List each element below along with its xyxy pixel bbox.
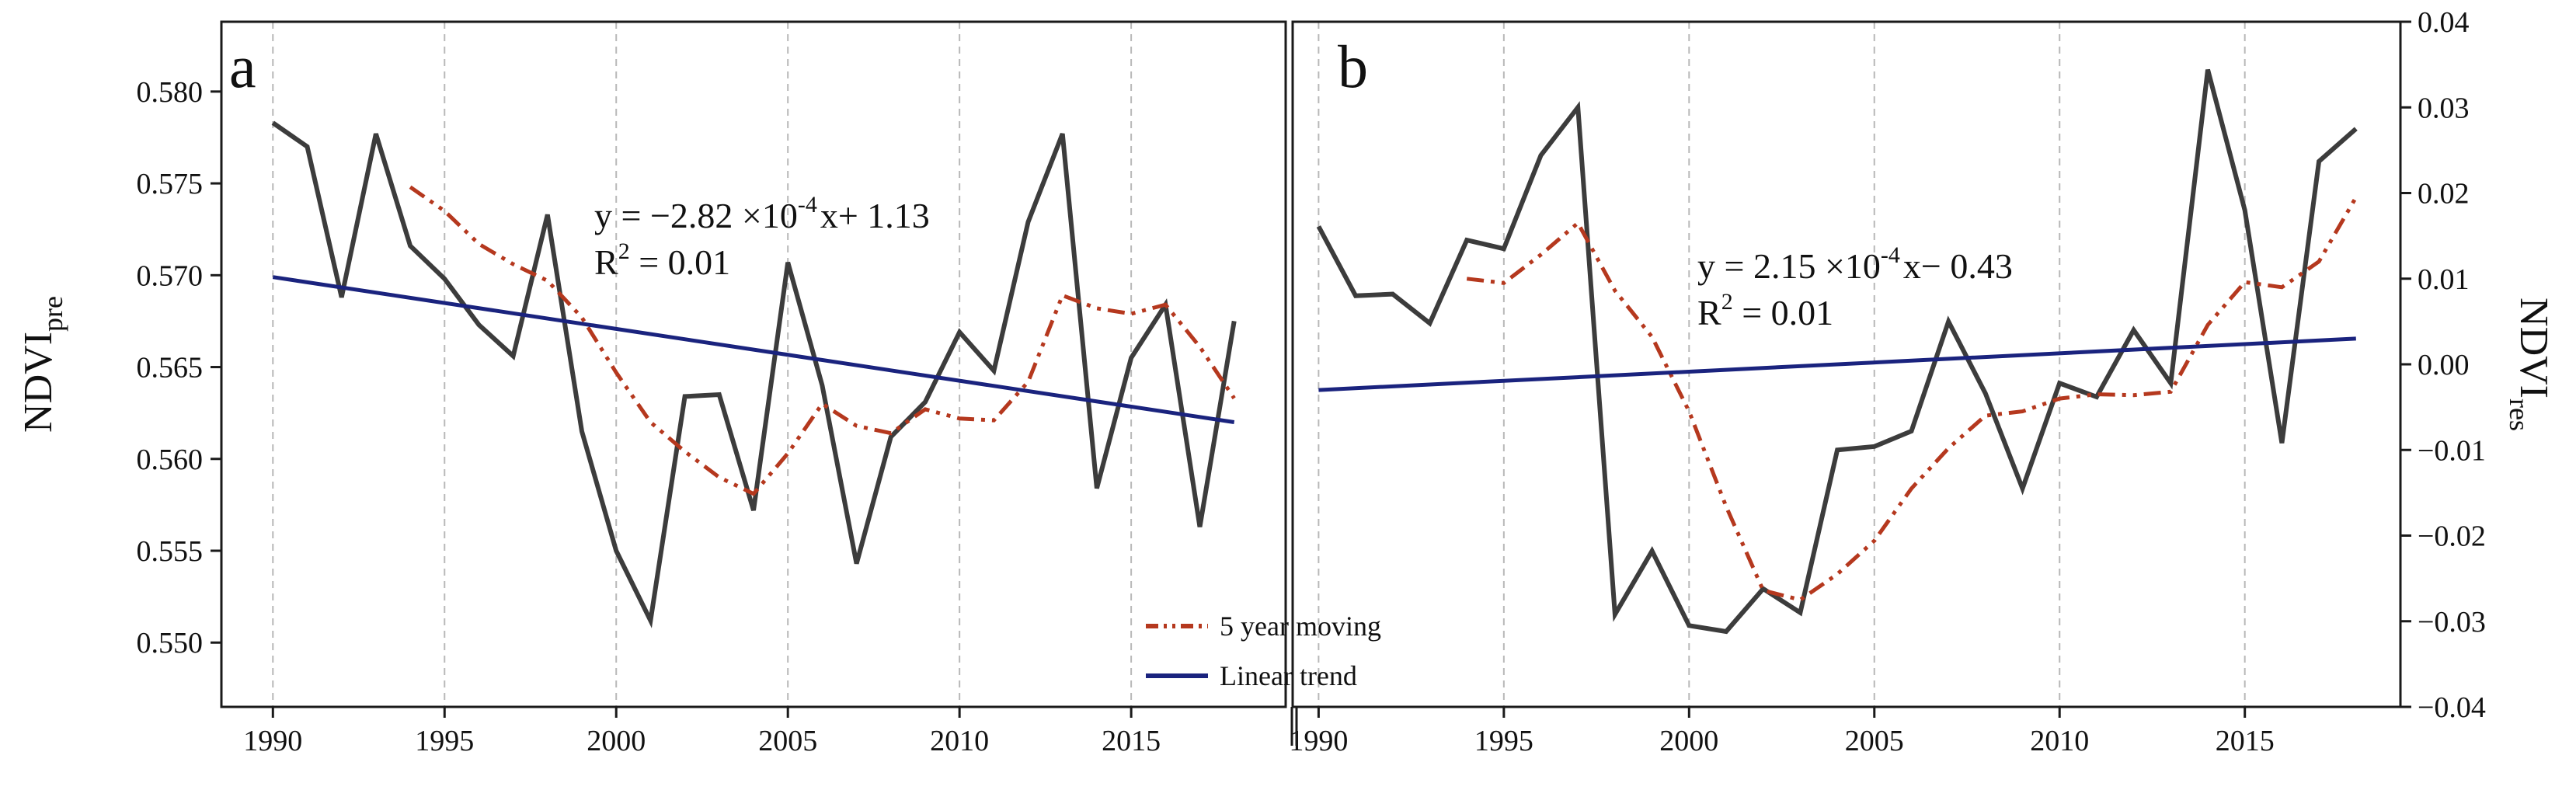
r-squared-suffix: = 0.01 xyxy=(1733,293,1833,332)
y-tick-label: 0.580 xyxy=(137,76,204,109)
moving-average-line xyxy=(1466,196,2358,602)
y-tick-label: 0.01 xyxy=(2418,263,2470,296)
r-squared: R2 = 0.01 xyxy=(594,238,730,282)
linear-trend-line xyxy=(272,275,1235,424)
r-squared: R2 = 0.01 xyxy=(1697,289,1833,332)
x-tick-label: 1990 xyxy=(1289,725,1348,757)
y-tick-label: −0.02 xyxy=(2418,520,2486,553)
x-tick-label: 2010 xyxy=(2030,725,2089,757)
y-tick-label: 0.575 xyxy=(137,168,204,200)
y-tick-label: −0.03 xyxy=(2418,606,2486,639)
y-tick-label: 0.560 xyxy=(137,444,204,476)
panel-letter: b xyxy=(1338,33,1368,100)
y-tick-label: 0.555 xyxy=(137,535,204,568)
y-axis-title-subscript: pre xyxy=(37,296,68,332)
y-axis-title-subscript: res xyxy=(2504,398,2535,431)
x-tick-label: 2005 xyxy=(758,725,817,757)
y-axis-title-main: NDVI xyxy=(2512,298,2556,398)
regression-equation: y = −2.82 ×10-4x+ 1.13 xyxy=(594,192,930,235)
y-tick-label: 0.550 xyxy=(137,627,204,659)
x-tick-label: 2005 xyxy=(1845,725,1904,757)
equation-exponent: -4 xyxy=(1881,242,1900,268)
legend-label: 5 year moving xyxy=(1220,611,1381,642)
y-tick-label: 0.00 xyxy=(2418,349,2470,381)
x-tick-label: 1995 xyxy=(1474,725,1533,757)
r-squared-exponent: 2 xyxy=(618,238,630,264)
r-squared-prefix: R xyxy=(1697,293,1721,332)
r-squared-exponent: 2 xyxy=(1721,289,1733,315)
y-tick-label: −0.04 xyxy=(2418,691,2486,724)
x-tick-label: 2000 xyxy=(1659,725,1718,757)
equation-suffix: x− 0.43 xyxy=(1903,246,2013,286)
regression-equation: y = 2.15 ×10-4x− 0.43 xyxy=(1697,242,2013,286)
y-tick-label: 0.565 xyxy=(137,352,204,385)
panel-letter: a xyxy=(229,33,256,100)
r-squared-prefix: R xyxy=(594,242,618,282)
equation-suffix: x+ 1.13 xyxy=(820,196,930,235)
y-tick-label: −0.01 xyxy=(2418,434,2486,467)
x-tick-label: 2010 xyxy=(930,725,989,757)
y-tick-label: 0.02 xyxy=(2418,178,2470,211)
equation-exponent: -4 xyxy=(798,192,817,218)
ndvi-series-line xyxy=(271,120,1237,628)
x-tick-label: 1990 xyxy=(243,725,302,757)
linear-trend-line xyxy=(1318,336,2356,392)
y-tick-label: 0.04 xyxy=(2418,6,2470,39)
chart-panel-a: 1990 1995 2000 2005 2010 2015 0.550 0.555 0.560 0… xyxy=(16,20,1287,757)
x-tick-label: 2015 xyxy=(2216,725,2275,757)
equation-prefix: y = −2.82 ×10 xyxy=(594,196,798,235)
x-tick-label: 2015 xyxy=(1102,725,1161,757)
equation-prefix: y = 2.15 ×10 xyxy=(1697,246,1881,286)
r-squared-suffix: = 0.01 xyxy=(630,242,730,282)
y-tick-label: 0.570 xyxy=(137,259,204,292)
legend-label: Linear trend xyxy=(1220,660,1357,691)
plot-frame xyxy=(220,20,1287,708)
y-axis-title: NDVIpre xyxy=(16,296,68,433)
x-tick-label: 2000 xyxy=(587,725,646,757)
y-tick-label: 0.03 xyxy=(2418,92,2470,124)
legend: 5 year moving Linear trend xyxy=(1146,611,1381,691)
y-axis-title-main: NDVI xyxy=(16,332,61,433)
ndvi-series-line xyxy=(1316,68,2358,635)
x-tick-label: 1995 xyxy=(415,725,474,757)
chart-panel-b: 1990 1995 2000 2005 2010 2015 −0.04 −0.03 −0.02 −… xyxy=(1289,6,2556,757)
y-axis-title: NDVIres xyxy=(2504,298,2556,431)
